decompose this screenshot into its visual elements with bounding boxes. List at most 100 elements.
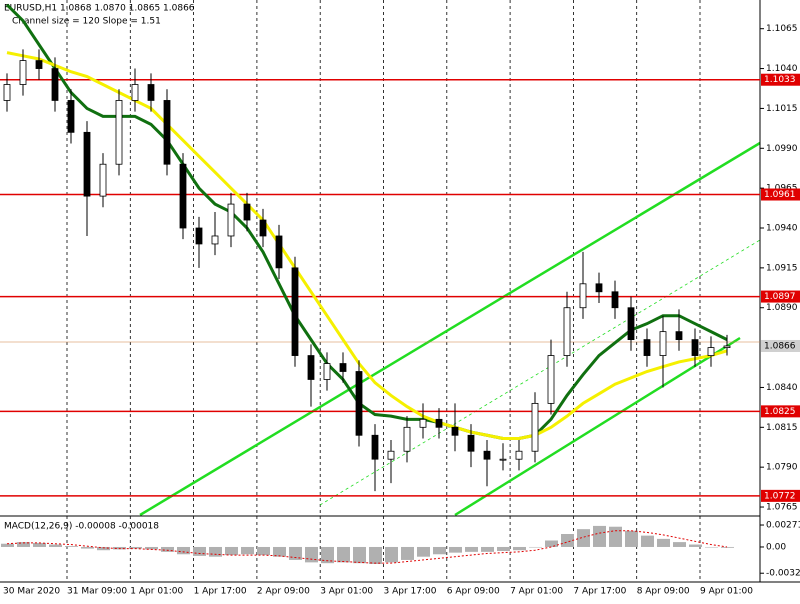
macd-bar — [561, 534, 574, 547]
level-tag — [761, 405, 800, 418]
macd-bar — [657, 538, 670, 547]
y-tick-label: 1.0990 — [766, 144, 798, 154]
macd-bar — [209, 546, 222, 557]
macd-bar — [193, 546, 206, 556]
macd-bar — [369, 546, 382, 564]
level-tag — [761, 290, 800, 303]
level-label: 1.0897 — [764, 292, 796, 302]
candle-body — [659, 331, 667, 356]
candle-body — [707, 347, 715, 356]
x-tick-label: 1 Apr 01:00 — [130, 587, 183, 597]
macd-bar — [721, 546, 734, 548]
candle-body — [291, 267, 299, 356]
macd-bar — [641, 535, 654, 547]
candle-body — [371, 434, 379, 460]
date-separators — [66, 0, 701, 582]
candle-body — [483, 450, 491, 460]
candle-body — [499, 458, 507, 461]
macd-bar — [497, 546, 510, 552]
moving-average — [6, 51, 728, 440]
y-tick-label: 1.0815 — [766, 423, 798, 433]
candle-body — [419, 418, 427, 428]
macd-signal — [6, 530, 728, 564]
level-label: 1.1033 — [764, 75, 796, 85]
macd-bar — [625, 530, 638, 547]
candle-body — [563, 307, 571, 356]
macd-bar — [529, 546, 542, 548]
macd-bar — [33, 542, 46, 547]
candle-body — [627, 307, 635, 341]
macd-bar — [65, 546, 78, 547]
y-tick-label: 0.00271 — [766, 521, 800, 531]
macd-bar — [673, 542, 686, 547]
candle-body — [339, 363, 347, 372]
macd-bar — [129, 546, 142, 549]
y-tick-label: 1.0765 — [766, 503, 798, 513]
channel-info: Channel size = 120 Slope = 1.51 — [12, 17, 161, 27]
x-tick-label: 3 Apr 01:00 — [320, 587, 373, 597]
candle-body — [195, 227, 203, 245]
candle-body — [131, 84, 139, 101]
candle-body — [435, 418, 443, 428]
y-tick-label: 0.00 — [766, 542, 786, 552]
macd-bar — [609, 526, 622, 547]
candle-body — [19, 60, 27, 85]
candle-body — [243, 203, 251, 221]
level-label: 1.0961 — [764, 190, 796, 200]
macd-bar — [481, 546, 494, 552]
macd-bar — [513, 546, 526, 551]
x-tick-label: 30 Mar 2020 — [3, 587, 60, 597]
candle-body — [595, 283, 603, 293]
x-tick-label: 7 Apr 01:00 — [510, 587, 563, 597]
level-tag — [761, 73, 800, 86]
macd-bar — [401, 546, 414, 560]
y-tick-label: -0.00324 — [766, 569, 800, 579]
macd-bar — [177, 546, 190, 555]
y-tick-label: 1.0940 — [766, 224, 798, 234]
candle-body — [35, 60, 43, 69]
macd-bar — [161, 546, 174, 552]
candle-body — [355, 371, 363, 436]
candle-body — [611, 291, 619, 309]
candle-body — [99, 163, 107, 197]
macd-bar — [433, 546, 446, 555]
channel-upper — [139, 141, 761, 517]
macd-bar — [1, 543, 14, 547]
macd-label: MACD(12,26,9) -0.00008 -0.00018 — [4, 522, 159, 532]
macd-bar — [289, 546, 302, 560]
level-tag — [761, 188, 800, 201]
x-tick-label: 31 Mar 09:00 — [67, 587, 127, 597]
y-tick-label: 1.1065 — [766, 24, 798, 34]
candle-body — [211, 235, 219, 245]
level-label: 1.0772 — [764, 491, 796, 501]
candle-body — [723, 345, 731, 348]
current-price-label: 1.0866 — [764, 341, 796, 351]
macd-bar — [417, 546, 430, 557]
macd-bar — [593, 525, 606, 547]
candle-body — [307, 355, 315, 380]
x-tick-label: 2 Apr 09:00 — [257, 587, 310, 597]
y-tick-label: 1.0840 — [766, 383, 798, 393]
y-tick-label: 1.0890 — [766, 303, 798, 313]
y-tick-label: 1.0915 — [766, 263, 798, 273]
candle-body — [531, 402, 539, 452]
channel-middle — [319, 239, 761, 506]
candle-body — [3, 84, 11, 101]
macd-bar — [81, 546, 94, 549]
candle-body — [67, 100, 75, 133]
x-tick-label: 3 Apr 17:00 — [384, 587, 437, 597]
y-tick-label: 1.1040 — [766, 64, 798, 74]
candle-body — [515, 450, 523, 460]
x-tick-label: 1 Apr 17:00 — [194, 587, 247, 597]
candle-body — [115, 100, 123, 165]
macd-bar — [17, 542, 30, 547]
candle-body — [227, 203, 235, 237]
macd-bar — [273, 546, 286, 557]
x-tick-label: 8 Apr 09:00 — [637, 587, 690, 597]
macd-bar — [449, 546, 462, 553]
macd-bar — [705, 546, 718, 548]
candle-body — [643, 339, 651, 356]
macd-bar — [321, 546, 334, 564]
macd-bar — [337, 546, 350, 563]
macd-bar — [545, 540, 558, 547]
